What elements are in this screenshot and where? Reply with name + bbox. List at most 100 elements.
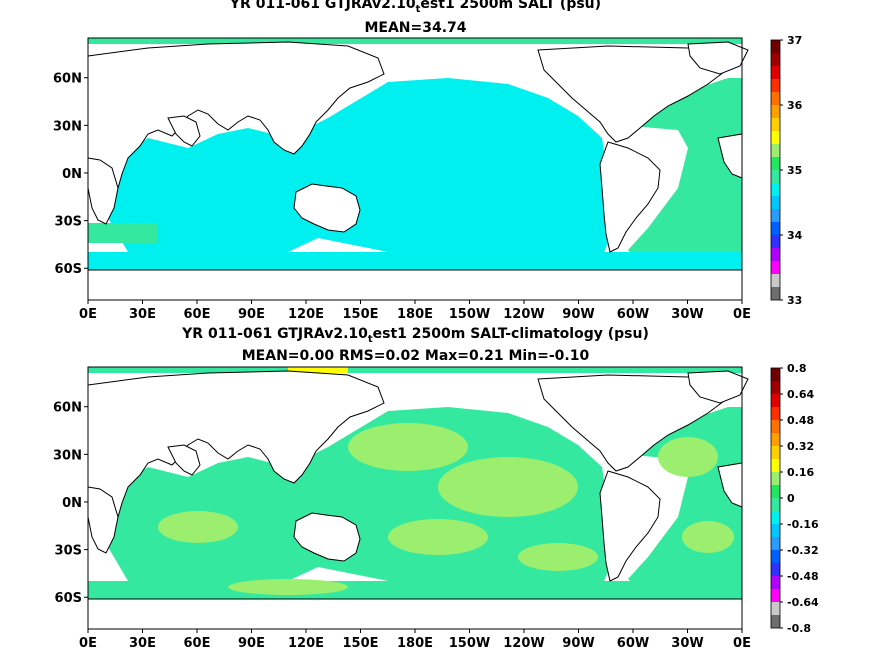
top-colorbar-segment (771, 274, 780, 287)
bottom-x-tick-label: 90W (562, 636, 594, 651)
top-y-tick-label: 30N (53, 119, 82, 134)
top-colorbar: 37 36 35 34 33 (770, 34, 803, 307)
top-y-tick-label: 30S (55, 215, 82, 230)
top-arctic-strip (88, 38, 742, 44)
top-colorbar-segment (771, 261, 780, 274)
bottom-colorbar-label: -0.8 (787, 622, 811, 635)
top-x-tick-label: 150W (449, 307, 490, 322)
bottom-colorbar-segment (771, 498, 780, 511)
bottom-colorbar-label: -0.64 (787, 596, 819, 609)
bottom-x-tick-label: 0E (79, 636, 97, 651)
bottom-y-tick-label: 60S (55, 591, 82, 606)
top-x-tick-label: 0E (79, 307, 97, 322)
top-pacific-indian-ocean (108, 78, 610, 252)
top-x-tick-label: 150E (342, 307, 378, 322)
top-chart-title: YR 011-061 GTJRAv2.10test1 2500m SALT (p… (229, 0, 602, 15)
bottom-colorbar-segment (771, 576, 780, 589)
top-colorbar-segment (771, 183, 780, 196)
top-y-tick-labels: 60N 30N 0N 30S 60S (53, 72, 88, 277)
bottom-colorbar-segment (771, 615, 780, 628)
bottom-colorbar-segment (771, 550, 780, 563)
bottom-x-tick-label: 150E (342, 636, 378, 651)
bottom-x-tick-label: 30E (129, 636, 156, 651)
bottom-colorbar-segment (771, 472, 780, 485)
bottom-y-tick-label: 0N (62, 496, 82, 511)
top-colorbar-segment (771, 79, 780, 92)
bottom-colorbar-segment (771, 485, 780, 498)
bottom-colorbar-label: 0.32 (787, 440, 814, 453)
bottom-x-tick-label: 90E (238, 636, 265, 651)
top-x-tick-label: 30E (129, 307, 156, 322)
top-map-panel (87, 37, 749, 301)
top-colorbar-segment (771, 170, 780, 183)
top-x-tick-label: 60W (617, 307, 649, 322)
top-colorbar-segment (771, 157, 780, 170)
bottom-colorbar-label: 0.48 (787, 414, 814, 427)
top-x-tick-label: 90E (238, 307, 265, 322)
bottom-colorbar-segment (771, 602, 780, 615)
top-colorbar-label: 33 (787, 294, 802, 307)
bottom-colorbar-segment (771, 446, 780, 459)
bottom-x-tick-label: 60W (617, 636, 649, 651)
top-southern-ocean (88, 252, 742, 270)
top-colorbar-segment (771, 53, 780, 66)
top-colorbar-label: 37 (787, 34, 802, 47)
top-colorbar-segment (771, 105, 780, 118)
bottom-x-tick-label: 180E (397, 636, 433, 651)
top-colorbar-segment (771, 92, 780, 105)
top-colorbar-label: 36 (787, 99, 803, 112)
bottom-colorbar-label: 0.16 (787, 466, 814, 479)
top-x-tick-label: 30W (671, 307, 703, 322)
bottom-colorbar-segment (771, 433, 780, 446)
bottom-colorbar-label: -0.48 (787, 570, 819, 583)
bottom-y-tick-labels: 60N 30N 0N 30S 60S (53, 401, 88, 606)
bottom-positive-anomaly-patches (158, 423, 734, 595)
bottom-southern-ocean (88, 581, 742, 599)
bottom-colorbar-label: 0.64 (787, 388, 814, 401)
top-colorbar-label: 35 (787, 164, 802, 177)
top-x-tick-label: 0E (733, 307, 751, 322)
bottom-y-tick-label: 30N (53, 448, 82, 463)
bottom-x-tick-label: 30W (671, 636, 703, 651)
bottom-chart-title: YR 011-061 GTJRAv2.10test1 2500m SALT-cl… (182, 326, 649, 345)
bottom-colorbar-segment (771, 537, 780, 550)
bottom-x-tick-label: 120E (288, 636, 324, 651)
bottom-map-panel (87, 366, 749, 630)
bottom-x-tick-labels: 0E 30E 60E 90E 120E 150E 180E 150W 120W 90W 60W 30W… (79, 629, 751, 651)
bottom-x-tick-label: 60E (184, 636, 211, 651)
bottom-colorbar-segment (771, 394, 780, 407)
bottom-colorbar-segment (771, 381, 780, 394)
top-colorbar-segment (771, 209, 780, 222)
bottom-colorbar-segment (771, 368, 780, 381)
top-x-tick-label: 180E (397, 307, 433, 322)
bottom-x-tick-label: 120W (503, 636, 544, 651)
top-x-tick-label: 90W (562, 307, 594, 322)
top-y-tick-label: 0N (62, 167, 82, 182)
bottom-x-tick-label: 0E (733, 636, 751, 651)
bottom-x-tick-label: 150W (449, 636, 490, 651)
top-y-tick-label: 60S (55, 262, 82, 277)
bottom-colorbar-label: 0.8 (787, 362, 807, 375)
top-x-tick-label: 120W (503, 307, 544, 322)
top-chart-subtitle: MEAN=34.74 (364, 20, 467, 36)
top-colorbar-segment (771, 144, 780, 157)
bottom-y-tick-label: 30S (55, 544, 82, 559)
bottom-chart-subtitle: MEAN=0.00 RMS=0.02 Max=0.21 Min=-0.10 (241, 348, 590, 364)
bottom-colorbar-segment (771, 511, 780, 524)
bottom-colorbar: 0.8 0.64 0.48 0.32 0.16 0 -0.16 -0.32 -0.48 -0.64… (770, 362, 819, 635)
top-colorbar-segment (771, 40, 780, 53)
top-colorbar-segment (771, 222, 780, 235)
top-colorbar-label: 34 (787, 229, 803, 242)
top-colorbar-segment (771, 287, 780, 300)
top-y-tick-label: 60N (53, 72, 82, 87)
bottom-y-tick-label: 60N (53, 401, 82, 416)
bottom-colorbar-segment (771, 407, 780, 420)
top-south-indian-green (88, 223, 158, 243)
top-x-tick-label: 120E (288, 307, 324, 322)
bottom-colorbar-label: -0.16 (787, 518, 819, 531)
bottom-colorbar-label: -0.32 (787, 544, 819, 557)
top-colorbar-segment (771, 235, 780, 248)
bottom-max-anomaly-patch (288, 367, 348, 373)
top-colorbar-segment (771, 248, 780, 261)
